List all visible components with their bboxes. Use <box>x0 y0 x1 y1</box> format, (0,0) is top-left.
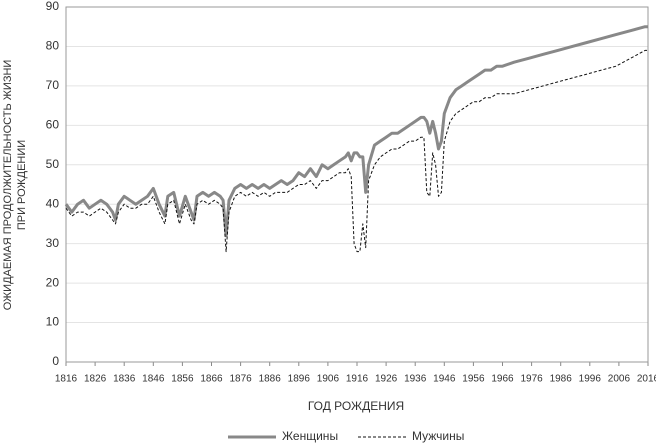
y-tick-label: 40 <box>46 196 60 210</box>
x-tick-label: 1926 <box>375 374 398 385</box>
x-tick-label: 1826 <box>84 374 107 385</box>
y-tick-label: 90 <box>46 0 60 13</box>
x-tick-label: 1836 <box>113 374 136 385</box>
x-tick-label: 1886 <box>259 374 282 385</box>
plot-frame <box>65 6 649 363</box>
x-tick-label: 1936 <box>404 374 427 385</box>
y-tick-label: 50 <box>46 157 60 171</box>
y-tick-label: 30 <box>46 236 60 250</box>
x-tick-label: 1916 <box>346 374 369 385</box>
x-tick-label: 1966 <box>491 374 514 385</box>
x-tick-label: 1846 <box>142 374 165 385</box>
x-axis-label: ГОД РОЖДЕНИЯ <box>308 399 404 413</box>
legend-label: Женщины <box>282 429 338 443</box>
x-tick-label: 1906 <box>317 374 340 385</box>
y-tick-label: 10 <box>46 315 60 329</box>
y-tick-label: 80 <box>46 39 60 53</box>
y-axis-label: ПРИ РОЖДЕНИИ <box>16 140 28 230</box>
x-tick-label: 1946 <box>433 374 456 385</box>
x-tick-label: 1816 <box>55 374 78 385</box>
legend-label: Мужчины <box>412 429 464 443</box>
x-tick-label: 1976 <box>520 374 543 385</box>
series-line <box>64 25 648 238</box>
x-tick-label: 2016 <box>637 374 656 385</box>
x-tick-label: 1896 <box>288 374 311 385</box>
y-tick-label: 70 <box>46 78 60 92</box>
series-line <box>65 49 648 253</box>
x-tick-label: 2006 <box>608 374 631 385</box>
x-tick-label: 1956 <box>462 374 485 385</box>
x-tick-label: 1866 <box>200 374 223 385</box>
y-axis-label: ОЖИДАЕМАЯ ПРОДОЛЖИТЕЛЬНОСТЬ ЖИЗНИ <box>2 60 14 311</box>
x-tick-label: 1856 <box>171 374 194 385</box>
x-tick-label: 1876 <box>229 374 252 385</box>
y-tick-label: 20 <box>46 275 60 289</box>
y-tick-label: 60 <box>46 118 60 132</box>
y-tick-label: 0 <box>52 354 59 368</box>
x-tick-label: 1986 <box>550 374 573 385</box>
x-tick-label: 1996 <box>579 374 602 385</box>
